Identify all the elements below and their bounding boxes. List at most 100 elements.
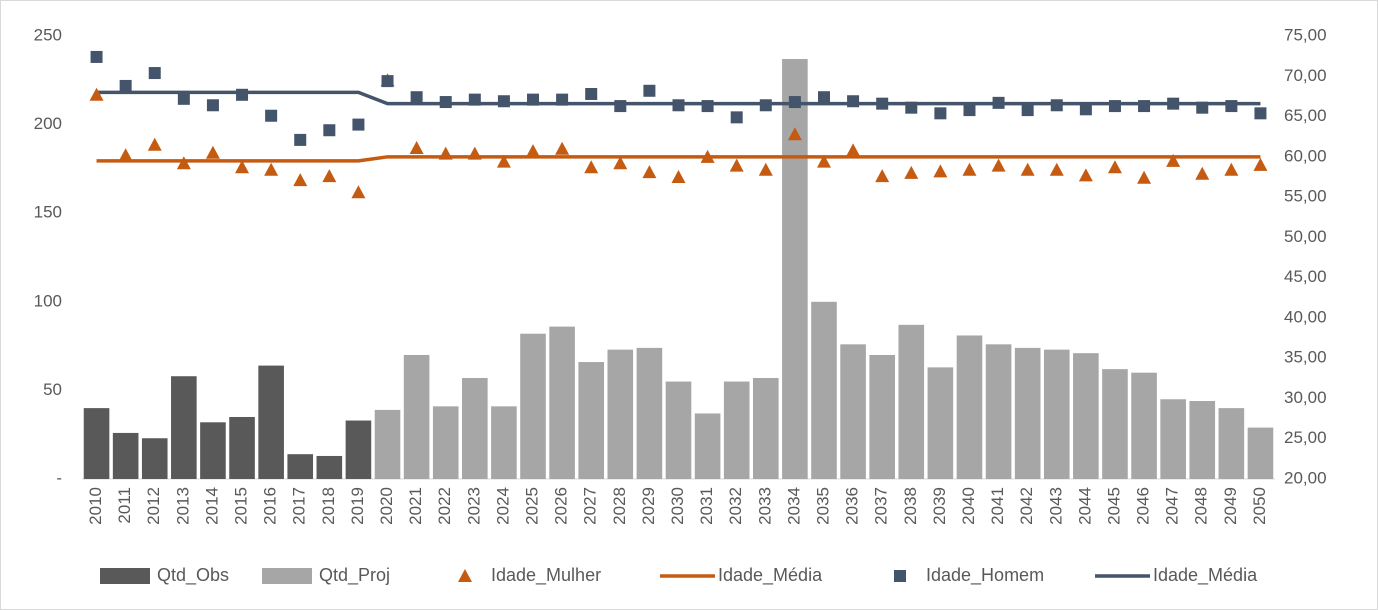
- bar: [171, 376, 197, 479]
- marker: [963, 104, 976, 117]
- y2-tick-label: 45,00: [1284, 267, 1327, 286]
- bar: [287, 454, 314, 479]
- bar: [1014, 347, 1041, 479]
- marker: [497, 95, 510, 108]
- marker: [1050, 99, 1063, 112]
- y2-tick-label: 75,00: [1284, 25, 1327, 44]
- legend-swatch: [100, 568, 150, 584]
- marker: [992, 96, 1005, 109]
- marker: [556, 93, 569, 106]
- x-tick-label: 2035: [813, 487, 832, 525]
- marker: [322, 169, 337, 183]
- bar: [869, 354, 895, 479]
- y2-tick-label: 65,00: [1284, 106, 1327, 125]
- marker: [1078, 168, 1093, 182]
- marker: [352, 118, 365, 131]
- marker: [148, 67, 161, 80]
- marker: [90, 50, 103, 63]
- bar: [694, 413, 721, 479]
- marker: [962, 162, 977, 176]
- legend-label: Idade_Média: [1153, 565, 1258, 586]
- marker: [235, 160, 250, 174]
- marker: [759, 99, 772, 112]
- marker: [875, 169, 890, 183]
- marker: [381, 75, 394, 88]
- x-tick-label: 2038: [901, 487, 920, 525]
- bar: [752, 377, 779, 479]
- marker: [351, 185, 366, 199]
- marker: [1079, 103, 1092, 116]
- bar: [200, 422, 226, 479]
- x-tick-label: 2027: [581, 487, 600, 525]
- bar: [1102, 369, 1128, 479]
- x-tick-label: 2041: [988, 487, 1007, 525]
- bar: [1131, 372, 1157, 479]
- marker: [1021, 104, 1034, 117]
- marker: [293, 173, 308, 187]
- x-tick-label: 2019: [348, 487, 367, 525]
- marker: [1224, 162, 1239, 176]
- bar: [1043, 349, 1070, 479]
- marker: [1254, 107, 1267, 120]
- x-tick-label: 2042: [1017, 487, 1036, 525]
- marker: [1253, 157, 1268, 171]
- y-tick-label: 250: [34, 25, 62, 44]
- x-tick-label: 2050: [1250, 487, 1269, 525]
- x-tick-label: 2045: [1104, 487, 1123, 525]
- legend-label: Qtd_Obs: [157, 565, 229, 586]
- x-tick-label: 2026: [552, 487, 571, 525]
- marker: [236, 88, 249, 101]
- bar: [898, 324, 925, 479]
- marker: [642, 165, 657, 179]
- marker: [468, 93, 481, 106]
- marker: [206, 99, 219, 112]
- x-tick-label: 2049: [1221, 487, 1240, 525]
- bar: [636, 347, 663, 479]
- bar: [345, 420, 372, 479]
- marker: [1138, 100, 1151, 113]
- y-tick-label: 150: [34, 203, 62, 222]
- marker: [643, 84, 656, 97]
- bar: [462, 377, 488, 479]
- marker: [438, 146, 453, 160]
- x-tick-label: 2032: [726, 487, 745, 525]
- bar: [782, 59, 808, 479]
- marker: [1195, 166, 1210, 180]
- marker: [1137, 170, 1152, 184]
- y2-tick-label: 60,00: [1284, 146, 1327, 165]
- x-tick-label: 2037: [872, 487, 891, 525]
- marker: [323, 124, 336, 137]
- bar: [811, 301, 837, 479]
- marker: [585, 87, 598, 100]
- marker: [758, 162, 773, 176]
- y-tick-label: -: [56, 468, 62, 487]
- x-tick-label: 2031: [697, 487, 716, 525]
- x-tick-label: 2020: [377, 487, 396, 525]
- marker: [846, 143, 861, 157]
- marker: [613, 156, 628, 170]
- marker: [817, 91, 830, 104]
- bar: [83, 408, 110, 479]
- y-tick-label: 100: [34, 291, 62, 310]
- legend-swatch: [262, 568, 312, 584]
- bar: [1247, 427, 1274, 479]
- bar: [1073, 353, 1099, 479]
- marker: [847, 95, 860, 108]
- legend-swatch: [458, 569, 472, 582]
- marker: [991, 158, 1006, 172]
- bar: [1218, 408, 1245, 479]
- bar: [374, 409, 401, 479]
- marker: [730, 111, 743, 124]
- x-tick-label: 2029: [639, 487, 658, 525]
- bar: [520, 333, 546, 479]
- marker: [904, 165, 919, 179]
- marker: [89, 87, 104, 101]
- marker: [1167, 97, 1180, 110]
- x-tick-label: 2046: [1134, 487, 1153, 525]
- marker: [934, 107, 947, 120]
- marker: [527, 93, 540, 106]
- bar: [578, 362, 605, 479]
- marker: [119, 79, 132, 92]
- marker: [555, 141, 570, 155]
